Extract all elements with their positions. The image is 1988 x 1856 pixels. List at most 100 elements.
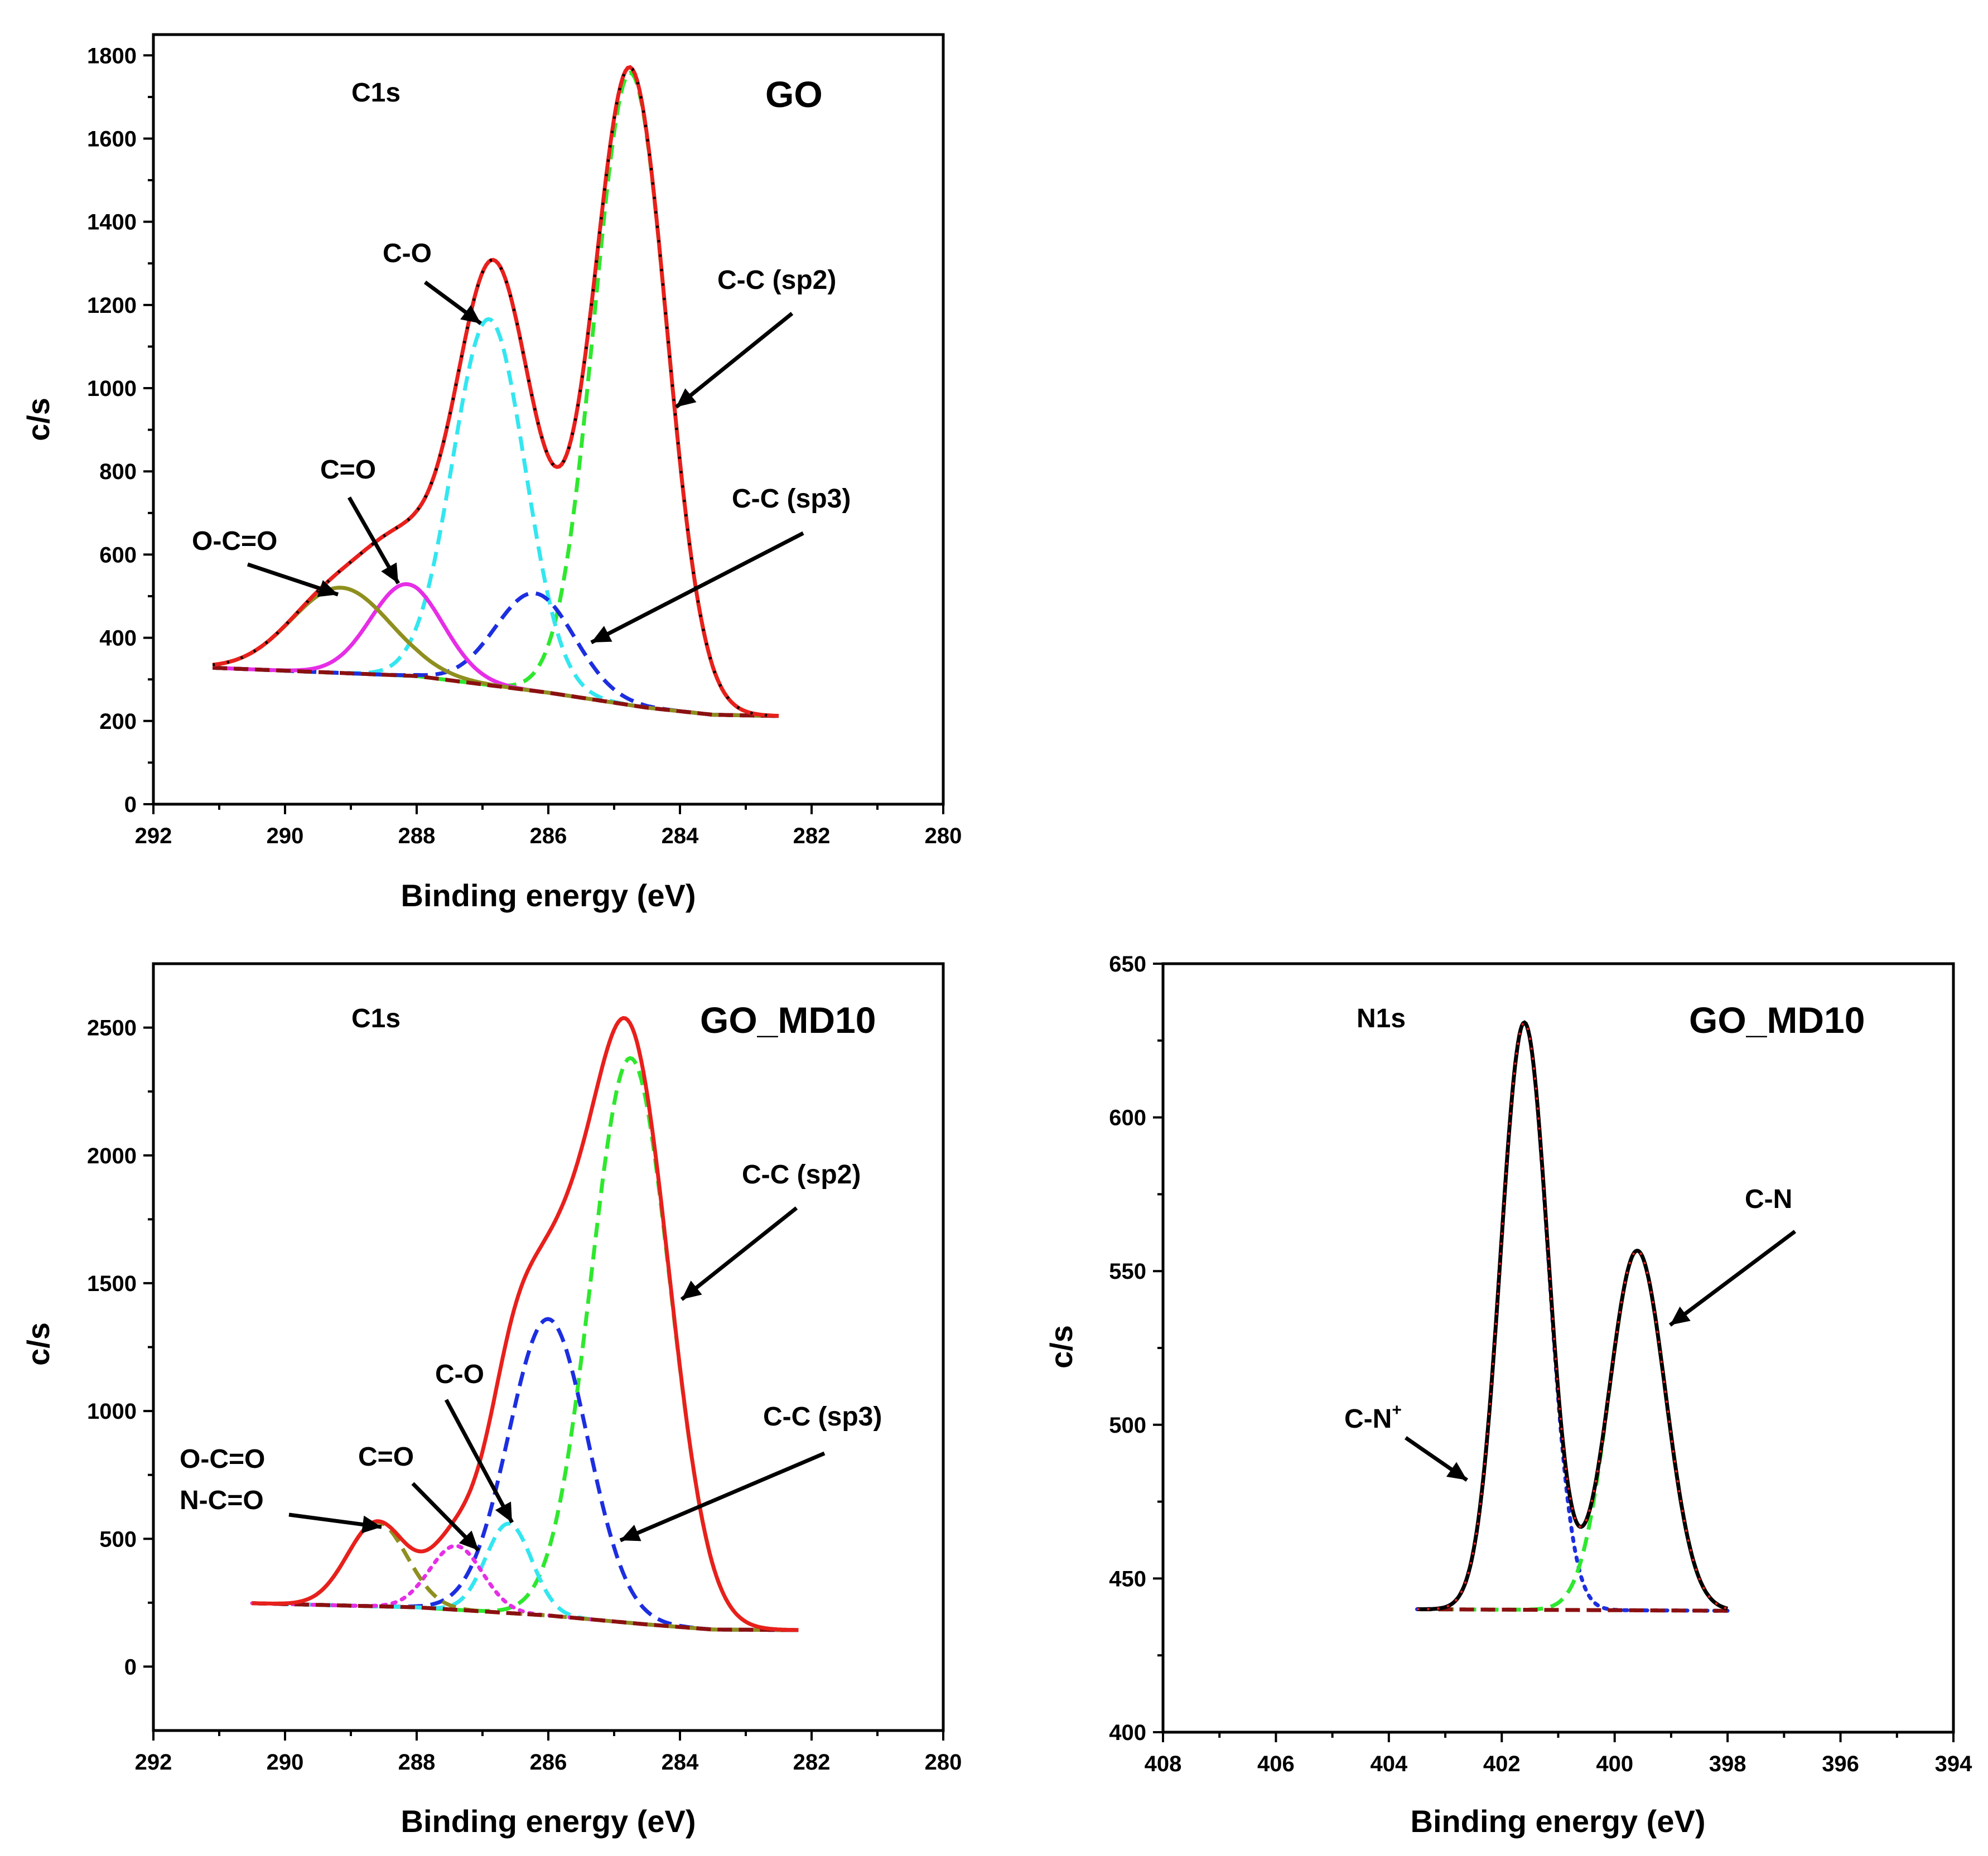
x-tick-label: 394: [1935, 1752, 1972, 1776]
arrowhead: [381, 562, 398, 583]
y-tick-label: 1000: [87, 376, 137, 401]
label-co: C-O: [435, 1360, 484, 1389]
y-tick-label: 0: [124, 792, 137, 817]
x-tick-label: 288: [398, 1750, 436, 1775]
label-cn-plus-sup: +: [1392, 1401, 1402, 1419]
arrowhead: [620, 1524, 641, 1541]
arrowhead: [591, 626, 612, 642]
x-tick-label: 396: [1822, 1752, 1859, 1776]
y-tick-label: 1400: [87, 210, 137, 235]
arrowhead: [495, 1501, 512, 1522]
envelope-fit: [252, 1016, 799, 1632]
region-label: C1s: [351, 1004, 401, 1033]
x-tick-label: 292: [135, 1750, 172, 1775]
label-cn: C-N: [1745, 1185, 1792, 1214]
peak-c-o: [250, 1544, 800, 1632]
x-tick-label: 406: [1257, 1752, 1295, 1776]
region-label: C1s: [351, 78, 401, 108]
peak-c-c-sp2-: [252, 1056, 799, 1632]
chart-gomd10-c1s: 292 290 288 286 284 282 280 0 500 1000 1500 2000 250…: [21, 962, 962, 1839]
arrowhead: [460, 304, 481, 323]
arrowheads: [317, 304, 1691, 1550]
arrow-co: [444, 1399, 514, 1524]
y-tick-label: 2500: [87, 1016, 137, 1041]
x-tick-label: 288: [398, 824, 436, 848]
x-axis-label: Binding energy (eV): [1411, 1804, 1706, 1839]
axis-ticks: 408 406 404 402 400 398 396 394 400 450 500 550 600 6…: [1109, 952, 1972, 1776]
arrowhead: [1670, 1306, 1691, 1325]
label-ceo: C=O: [320, 455, 376, 485]
label-oco: O-C=O: [180, 1444, 265, 1474]
x-tick-label: 284: [662, 1750, 699, 1775]
x-tick-label: 404: [1370, 1752, 1407, 1776]
label-cc-sp3: C-C (sp3): [763, 1402, 882, 1432]
label-ceo: C=O: [358, 1442, 414, 1472]
label-cc-sp2: C-C (sp2): [742, 1160, 861, 1190]
plot-frame: [152, 33, 945, 806]
y-tick-label: 450: [1109, 1567, 1146, 1591]
arrow-cn: [1668, 1230, 1797, 1327]
x-tick-label: 290: [267, 1750, 304, 1775]
peak-c-o: [213, 317, 779, 718]
y-tick-label: 500: [99, 1527, 137, 1552]
y-tick-label: 2000: [87, 1144, 137, 1168]
arrowhead: [459, 1530, 479, 1550]
envelope-raw: [212, 65, 779, 718]
chart-go-c1s: 292 290 288 286 284 282 280 0 200 400 600 800 1000 12…: [21, 33, 962, 913]
y-tick-label: 800: [99, 460, 137, 484]
x-tick-label: 292: [135, 824, 172, 848]
y-tick-label: 1800: [87, 44, 137, 68]
y-tick-label: 1600: [87, 127, 137, 151]
label-oco: O-C=O: [192, 526, 277, 556]
x-tick-label: 282: [793, 824, 831, 848]
x-tick-label: 290: [267, 824, 304, 848]
label-co: C-O: [383, 239, 432, 268]
peak-o-c-o: [212, 586, 779, 718]
region-label: N1s: [1357, 1004, 1406, 1033]
y-axis-label: c/s: [21, 1322, 56, 1366]
curves: [250, 1016, 800, 1632]
peak-c-c-sp3-: [252, 1317, 799, 1632]
arrow-cc-sp2: [680, 1206, 798, 1301]
chart-title: GO_MD10: [700, 999, 876, 1041]
label-cc-sp2: C-C (sp2): [717, 265, 836, 295]
arrow-cc-sp3: [590, 531, 804, 645]
x-tick-label: 402: [1483, 1752, 1521, 1776]
y-tick-label: 1000: [87, 1399, 137, 1424]
background-line: [1417, 1607, 1728, 1613]
y-tick-label: 1200: [87, 293, 137, 318]
label-cn-plus: C-N+: [1344, 1401, 1402, 1434]
x-tick-label: 408: [1145, 1752, 1182, 1776]
y-axis-label: c/s: [21, 398, 56, 441]
y-tick-label: 550: [1109, 1259, 1146, 1284]
arrow-cc-sp3: [619, 1451, 826, 1543]
arrowhead: [676, 388, 697, 407]
y-tick-label: 600: [1109, 1106, 1146, 1130]
envelope-raw: [1417, 1021, 1728, 1611]
y-tick-label: 600: [99, 543, 137, 567]
x-tick-label: 282: [793, 1750, 831, 1775]
y-tick-label: 1500: [87, 1272, 137, 1296]
x-tick-label: 284: [662, 824, 699, 848]
x-tick-label: 286: [530, 824, 567, 848]
arrowhead: [1446, 1462, 1467, 1480]
x-tick-label: 400: [1596, 1752, 1633, 1776]
y-tick-label: 400: [1109, 1720, 1146, 1745]
x-axis-label: Binding energy (eV): [401, 878, 696, 913]
y-tick-label: 650: [1109, 952, 1146, 977]
y-tick-label: 500: [1109, 1413, 1146, 1438]
peak-c-o: [213, 582, 779, 718]
x-tick-label: 280: [925, 824, 962, 848]
peak-c-n: [1417, 1248, 1728, 1612]
y-tick-label: 400: [99, 626, 137, 651]
y-axis-label: c/s: [1044, 1325, 1079, 1369]
axis-ticks: 292 290 288 286 284 282 280 0 200 400 600 800 1000 12…: [87, 44, 962, 848]
arrowhead: [317, 580, 338, 597]
arrow-cc-sp2: [674, 312, 794, 409]
background-line: [213, 665, 779, 718]
plot-frame: [1161, 962, 1955, 1734]
x-tick-label: 398: [1709, 1752, 1746, 1776]
chart-title: GO: [765, 74, 823, 115]
label-cn-plus-text: C-N: [1344, 1404, 1392, 1434]
